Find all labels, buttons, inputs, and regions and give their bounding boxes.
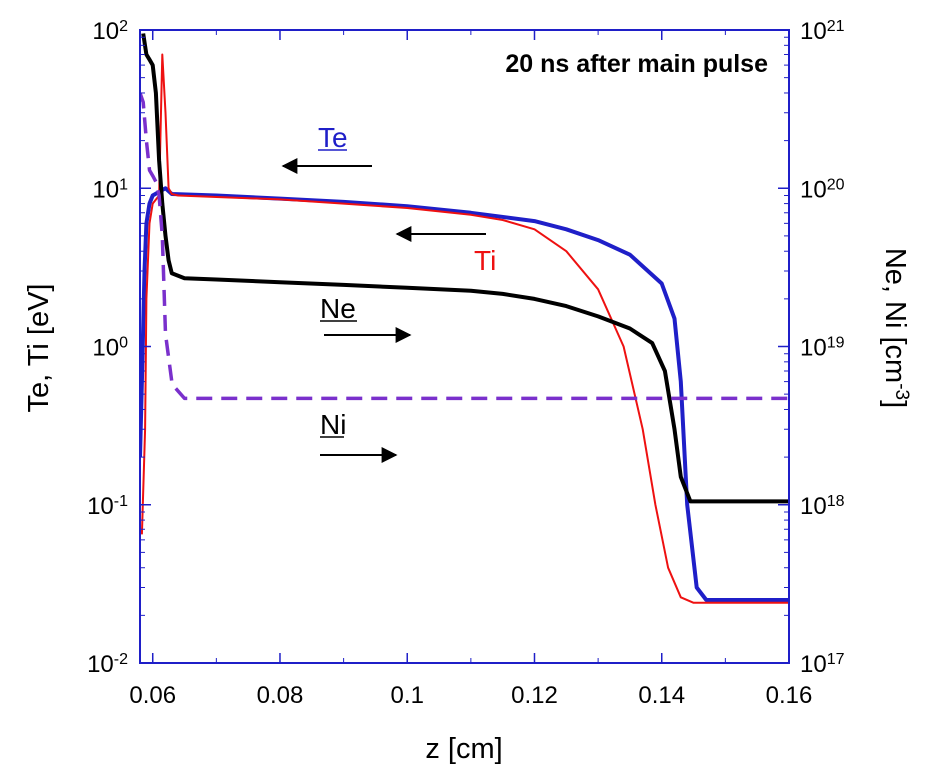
y-left-tick-label: 101 — [92, 176, 128, 204]
y-right-tick-label: 1021 — [800, 18, 845, 46]
y-left-tick-label: 10-1 — [87, 492, 128, 520]
x-tick-label: 0.06 — [129, 682, 176, 709]
annotation-ti: Ti — [395, 226, 496, 276]
x-axis-title: z [cm] — [425, 733, 502, 765]
annotation-ni: Ni — [320, 409, 398, 463]
annotation-te: Te — [281, 122, 372, 174]
annotation-te-label: Te — [318, 122, 348, 153]
x-tick-label: 0.14 — [638, 682, 685, 709]
annotation-ne-label: Ne — [320, 293, 356, 324]
x-tick-label: 0.1 — [391, 682, 424, 709]
y-left-tick-label: 10-2 — [87, 651, 128, 679]
y-right-tick-label: 1020 — [800, 176, 845, 204]
tick-layer: 0.06 0.08 0.1 0.12 0.14 0.16 102 101 100 10-1 10-2… — [87, 18, 845, 710]
series-ne-line — [141, 33, 789, 504]
plot-frame — [139, 29, 790, 664]
y-left-tick-label: 100 — [92, 334, 128, 362]
chart-title: 20 ns after main pulse — [505, 50, 768, 78]
y-axis-left-title: Te, Ti [eV] — [23, 284, 55, 413]
series-ni-line — [140, 92, 789, 401]
series-ti-line — [140, 53, 789, 604]
annotation-ne: Ne — [320, 293, 412, 343]
y-right-tick-label: 1017 — [800, 651, 845, 679]
y-axis-right-title: Ne, Ni [cm-3] — [879, 248, 913, 408]
x-tick-label: 0.12 — [511, 682, 558, 709]
x-tick-label: 0.08 — [257, 682, 304, 709]
annotation-ni-label: Ni — [320, 409, 346, 440]
series-layer — [140, 33, 789, 604]
y-right-tick-label: 1018 — [800, 492, 845, 520]
x-tick-label: 0.16 — [766, 682, 813, 709]
y-right-tick-label: 1019 — [800, 334, 845, 362]
y-left-tick-label: 102 — [92, 18, 128, 46]
series-te-line — [140, 186, 789, 602]
annotation-ti-label: Ti — [474, 245, 496, 276]
